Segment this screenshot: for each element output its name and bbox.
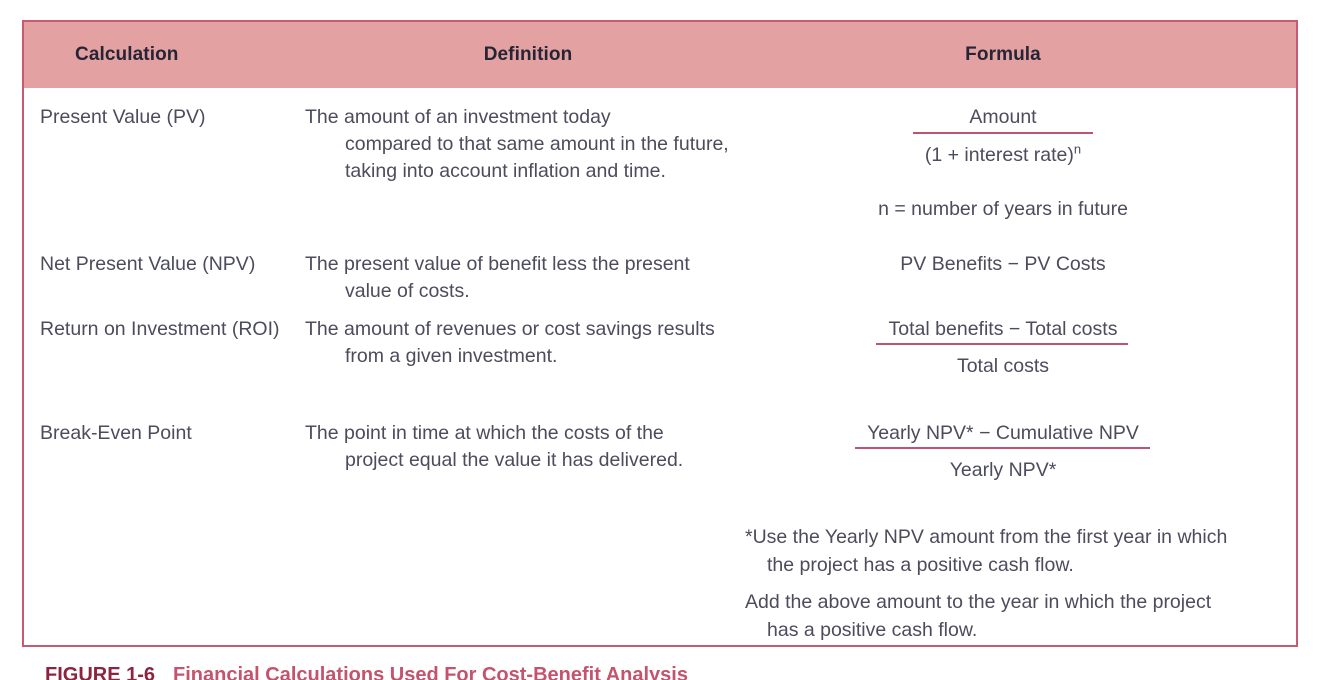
definition-line: The amount of revenues or cost savings r…	[305, 318, 715, 340]
row-label-present-value: Present Value (PV)	[40, 106, 206, 128]
column-header-formula: Formula	[965, 44, 1041, 65]
formula-pv-note: n = number of years in future	[878, 198, 1128, 220]
exponent-n: n	[1073, 141, 1082, 157]
definition-line: The point in time at which the costs of …	[305, 422, 664, 444]
figure-caption-title: Financial Calculations Used For Cost-Ben…	[173, 664, 688, 680]
footnote-line: *Use the Yearly NPV amount from the firs…	[745, 526, 1228, 548]
formula-npv-expression: PV Benefits − PV Costs	[900, 253, 1106, 275]
formula-breakeven-denominator: Yearly NPV*	[949, 459, 1057, 481]
footnote-yearly-npv: *Use the Yearly NPV amount from the firs…	[745, 523, 1285, 579]
fraction-bar	[855, 447, 1150, 449]
definition-line: value of costs.	[345, 280, 470, 302]
formula-breakeven-numerator: Yearly NPV* − Cumulative NPV	[867, 422, 1139, 444]
row-label-net-present-value: Net Present Value (NPV)	[40, 253, 256, 275]
definition-line: The amount of an investment today	[305, 106, 611, 128]
column-header-definition: Definition	[483, 44, 573, 65]
definition-line: project equal the value it has delivered…	[345, 449, 684, 471]
figure-caption-label: FIGURE 1-6	[45, 664, 156, 680]
formula-roi-denominator: Total costs	[956, 355, 1050, 377]
fraction-bar	[876, 343, 1128, 345]
definition-break-even-point: The point in time at which the costs of …	[305, 420, 775, 474]
definition-line: compared to that same amount in the futu…	[345, 133, 729, 155]
footnote-line: has a positive cash flow.	[767, 619, 978, 641]
figure-caption: FIGURE 1-6 Financial Calculations Used Fo…	[45, 664, 688, 680]
footnote-line: Add the above amount to the year in whic…	[745, 591, 1212, 613]
table-header-row	[22, 20, 1298, 88]
denominator-text: (1 + interest rate)	[924, 144, 1074, 166]
definition-line: from a given investment.	[345, 345, 558, 367]
definition-present-value: The amount of an investment today compar…	[305, 104, 775, 185]
column-header-calculation: Calculation	[75, 44, 179, 65]
formula-pv-numerator: Amount	[969, 106, 1037, 128]
formula-pv-denominator: (1 + interest rate)n	[743, 142, 1263, 169]
definition-line: taking into account inflation and time.	[345, 160, 666, 182]
footnote-line: the project has a positive cash flow.	[767, 554, 1074, 576]
fraction-bar	[913, 132, 1093, 134]
formula-roi-numerator: Total benefits − Total costs	[888, 318, 1118, 340]
financial-calculations-table: Calculation Definition Formula Present V…	[22, 20, 1298, 647]
definition-net-present-value: The present value of benefit less the pr…	[305, 251, 775, 305]
row-label-break-even-point: Break-Even Point	[40, 422, 192, 444]
definition-return-on-investment: The amount of revenues or cost savings r…	[305, 316, 775, 370]
footnote-add-amount: Add the above amount to the year in whic…	[745, 588, 1285, 644]
row-label-return-on-investment: Return on Investment (ROI)	[40, 318, 280, 340]
definition-line: The present value of benefit less the pr…	[305, 253, 690, 275]
